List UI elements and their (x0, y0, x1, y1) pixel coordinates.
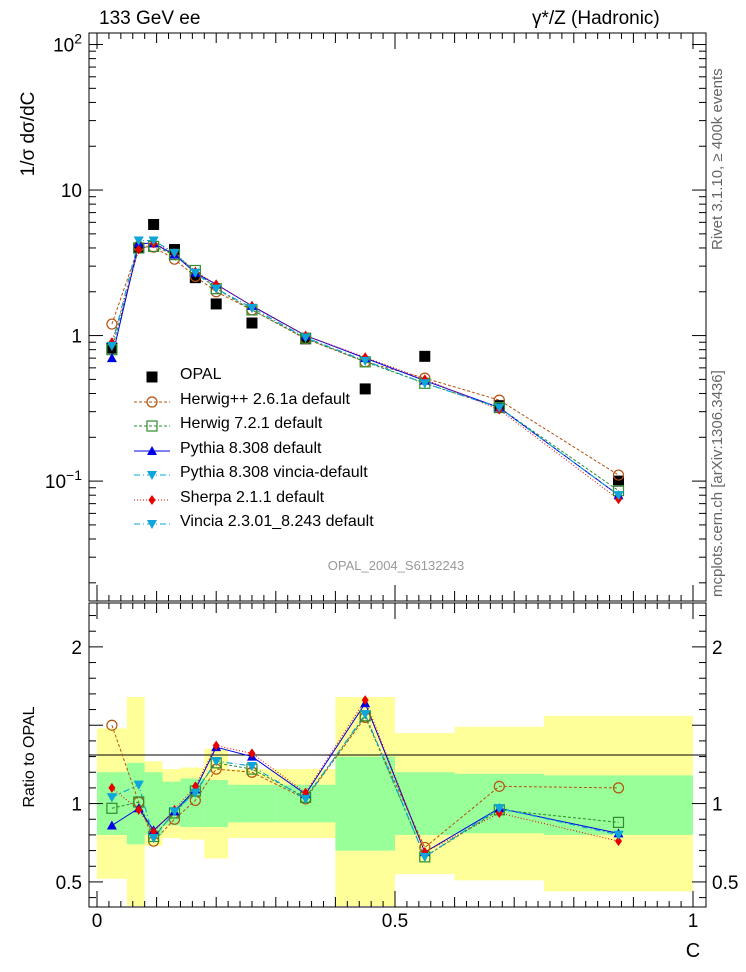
legend-marker-herwigpp (146, 395, 158, 408)
main-point-herwigpp (612, 469, 625, 481)
main-point-vincia (148, 236, 159, 246)
main-point-vincia (246, 303, 257, 313)
x-tick-label: 0.5 (382, 911, 408, 932)
main-point-vincia (300, 333, 311, 343)
ratio-band-inner-bin (544, 775, 693, 835)
ratio-band-inner-bin (335, 756, 395, 851)
legend-label-vincia: Vincia 2.3.01_8.243 default (180, 513, 374, 530)
ratio-y-tick-label-right: 2 (712, 638, 723, 659)
main-point-pythia (106, 353, 117, 363)
ratio-point-vincia (211, 757, 222, 767)
main-y-tick-label: 1 (71, 327, 82, 348)
ratio-band-inner-bin (144, 772, 163, 835)
legend-label-pythia: Pythia 8.308 default (180, 439, 322, 457)
plot-title-right: γ*/Z (Hadronic) (532, 8, 660, 29)
main-point-vincia (360, 356, 371, 366)
ratio-y-tick-label: 0.5 (56, 873, 82, 894)
legend-label-pythia_vincia: Pythia 8.308 vincia-default (180, 464, 368, 481)
main-point-vincia (190, 268, 201, 278)
ratio-point-herwigpp (493, 780, 505, 792)
legend-symbol-vincia (134, 520, 170, 529)
ratio-plot-frame (88, 602, 707, 908)
ratio-point-sherpa (212, 740, 220, 751)
analysis-id-watermark: OPAL_2004_S6132243 (328, 558, 464, 573)
ratio-point-sherpa (108, 782, 116, 793)
ratio-point-herwig7 (612, 816, 625, 828)
ratio-point-sherpa (135, 804, 143, 815)
legend-label-herwig7: Herwig 7.2.1 default (180, 415, 323, 432)
x-tick-label: 0 (92, 911, 103, 932)
legend-symbol-pythia (134, 445, 170, 455)
ratio-point-vincia (246, 761, 257, 771)
main-point-sherpa (135, 244, 143, 255)
plot-title-left: 133 GeV ee (99, 8, 201, 29)
main-point-vincia (494, 403, 505, 413)
ratio-point-vincia (106, 793, 117, 803)
main-point-vincia (613, 491, 624, 501)
main-y-tick-label: 102 (53, 31, 82, 57)
ratio-band-inner-bin (204, 780, 229, 828)
ratio-point-vincia (419, 852, 430, 862)
main-point-data (613, 475, 624, 487)
ratio-point-vincia (169, 807, 180, 817)
main-point-vincia (419, 379, 430, 389)
ratio-point-vincia (613, 830, 624, 840)
legend-symbol-pythia_vincia (134, 471, 170, 480)
main-point-herwigpp (106, 318, 118, 330)
ratio-y-tick-label-right: 0.5 (712, 873, 738, 894)
legend-symbol-data (146, 371, 158, 383)
main-point-vincia (169, 248, 180, 258)
ratio-y-axis-label: Ratio to OPAL (21, 706, 38, 807)
legend-marker-pythia_vincia (147, 471, 157, 480)
main-point-data (148, 218, 160, 230)
x-axis-label: C (686, 940, 700, 962)
ratio-point-sherpa (361, 695, 369, 706)
ratio-y-tick-label: 1 (71, 795, 82, 816)
ratio-band-inner-bin (228, 784, 276, 823)
ratio-point-vincia (360, 710, 371, 720)
ratio-point-vincia (133, 780, 144, 790)
legend-label-herwigpp: Herwig++ 2.6.1a default (180, 390, 350, 408)
main-point-vincia (133, 236, 144, 246)
legend-marker-pythia (147, 445, 157, 455)
legend-marker-herwig7 (146, 420, 158, 432)
legend-symbol-sherpa (134, 494, 170, 505)
main-y-tick-label: 10−1 (45, 467, 82, 493)
main-point-data (419, 350, 431, 362)
ratio-point-herwigpp (612, 782, 625, 794)
ratio-series-line-herwig7 (111, 714, 619, 858)
main-y-axis-label: 1/σ dσ/dC (18, 92, 39, 177)
ratio-point-vincia (494, 804, 505, 814)
main-plot-frame (88, 32, 707, 602)
legend-marker-vincia (147, 520, 157, 529)
legend-label-sherpa: Sherpa 2.1.1 default (180, 488, 325, 506)
ratio-series-line-pythia (111, 702, 619, 853)
legend-marker-data (146, 371, 158, 383)
ratio-point-vincia (148, 834, 159, 844)
ratio-point-herwigpp (106, 719, 118, 731)
ratio-band-inner-bin (395, 772, 455, 835)
ratio-y-tick-label-right: 1 (712, 795, 723, 816)
legend-symbol-herwig7 (134, 420, 170, 432)
main-point-vincia (106, 341, 117, 351)
main-point-data (359, 383, 371, 395)
ratio-point-vincia (300, 794, 311, 804)
main-point-data (210, 298, 222, 310)
ratio-point-sherpa (248, 748, 256, 759)
ratio-point-vincia (190, 788, 201, 798)
main-point-data (246, 317, 258, 329)
ratio-series-line-sherpa (111, 699, 619, 853)
ratio-point-sherpa (615, 836, 622, 847)
ratio-y-tick-label: 2 (71, 638, 82, 659)
ratio-point-pythia (106, 820, 117, 830)
main-y-tick-label: 10 (61, 181, 82, 202)
ratio-point-herwig7 (106, 802, 118, 814)
main-point-vincia (211, 284, 222, 294)
x-tick-label: 1 (688, 911, 699, 932)
legend-label-data: OPAL (180, 366, 222, 383)
legend-marker-sherpa (148, 494, 156, 505)
legend-symbol-herwigpp (134, 395, 170, 408)
